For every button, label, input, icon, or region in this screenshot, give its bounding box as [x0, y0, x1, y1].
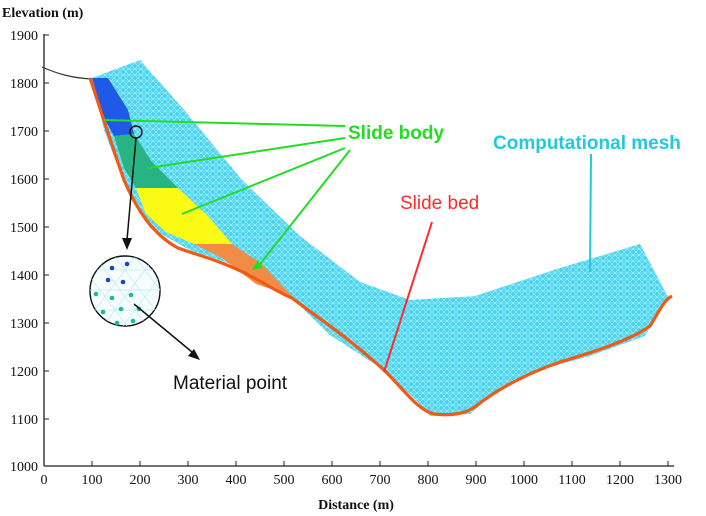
- x-tick-label: 1300: [654, 473, 682, 488]
- slide-bed-line: [88, 77, 673, 417]
- x-tick-label: 200: [130, 473, 151, 488]
- terrain-surface-line: [41, 66, 93, 80]
- y-tick-label: 1600: [10, 173, 38, 188]
- slide-zone-blue: [92, 78, 134, 136]
- slide-zone-yellow: [136, 188, 232, 244]
- x-tick-label: 0: [41, 473, 48, 488]
- x-tick-label: 300: [178, 473, 199, 488]
- y-tick-label: 1800: [10, 77, 38, 92]
- x-tick-label: 1200: [606, 473, 634, 488]
- y-tick-label: 1900: [10, 29, 38, 44]
- y-axis: [44, 34, 49, 467]
- x-tick-label: 700: [370, 473, 391, 488]
- x-tick-label: 800: [418, 473, 439, 488]
- y-tick-label: 1400: [10, 269, 38, 284]
- x-tick-label: 1100: [558, 473, 585, 488]
- y-tick-label: 1300: [10, 317, 38, 332]
- x-tick-label: 600: [322, 473, 343, 488]
- x-tick-label: 400: [226, 473, 247, 488]
- material-point-arrow-head: [188, 349, 200, 360]
- material-point-pointer: [133, 303, 193, 353]
- slide-body-pointers: [103, 119, 351, 269]
- slide-body-label: Slide body: [348, 123, 445, 144]
- slide-zone-green: [114, 134, 178, 188]
- zoom-pointer-arrow: [126, 137, 137, 241]
- x-axis: [43, 461, 669, 466]
- y-tick-label: 1100: [11, 413, 38, 428]
- material-point-inset: [89, 255, 161, 327]
- y-tick-label: 1700: [10, 125, 38, 140]
- material-point-dots: [93, 261, 142, 326]
- y-axis-title: Elevation (m): [2, 6, 84, 21]
- material-point-label: Material point: [173, 373, 288, 394]
- x-tick-label: 1000: [510, 473, 538, 488]
- computational-mesh: [92, 60, 668, 416]
- y-tick-label: 1500: [10, 221, 38, 236]
- slide-body-arrow-head: [252, 260, 262, 270]
- y-tick-labels: 1900 1800 1700 1600 1500 1400 1300 1200 …: [10, 29, 38, 475]
- x-axis-title: Distance (m): [318, 498, 394, 513]
- x-tick-label: 100: [82, 473, 103, 488]
- slide-bed-pointer: [383, 221, 433, 373]
- x-tick-labels: 0 100 200 300 400 500 600 700 800 900 10…: [41, 473, 683, 488]
- y-tick-label: 1200: [10, 365, 38, 380]
- x-tick-label: 500: [274, 473, 295, 488]
- y-tick-label: 1000: [10, 460, 38, 475]
- zoom-arrow-head: [122, 238, 132, 250]
- slide-bed-label: Slide bed: [400, 193, 479, 214]
- slide-zone-orange: [194, 244, 292, 296]
- computational-mesh-pointer: [589, 153, 592, 273]
- computational-mesh-label: Computational mesh: [493, 133, 681, 154]
- x-tick-label: 900: [466, 473, 487, 488]
- axes-frame: [43, 34, 674, 467]
